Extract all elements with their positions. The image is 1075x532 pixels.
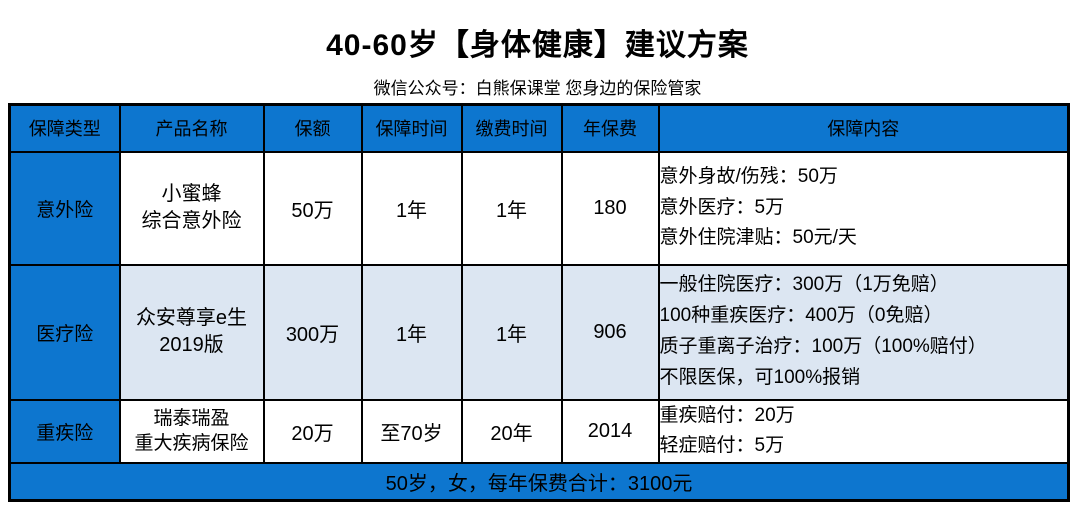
insurance-plan-table: 保障类型 产品名称 保额 保障时间 缴费时间 年保费 保障内容 意外险 小蜜蜂 … bbox=[8, 103, 1070, 502]
benefit-line: 不限医保，可100%报销 bbox=[659, 366, 861, 388]
product-name-line: 综合意外险 bbox=[141, 210, 242, 232]
payment-period-cell: 20年 bbox=[460, 398, 563, 465]
type-cell: 医疗险 bbox=[8, 263, 121, 401]
payment-period-cell: 1年 bbox=[460, 263, 563, 401]
table-row-accident: 意外险 小蜜蜂 综合意外险 50万 1年 1年 180 意外身故/伤残：50万 … bbox=[8, 150, 1070, 266]
product-cell: 小蜜蜂 综合意外险 bbox=[118, 150, 265, 266]
product-name-line: 重大疾病保险 bbox=[134, 433, 249, 455]
column-header-amount: 保额 bbox=[262, 103, 363, 153]
benefit-line: 意外身故/伤残：50万 bbox=[659, 165, 838, 187]
benefit-line: 轻症赔付：5万 bbox=[659, 435, 785, 457]
product-name-line: 瑞泰瑞盈 bbox=[153, 407, 230, 429]
page-subtitle: 微信公众号：白熊保课堂 您身边的保险管家 bbox=[373, 79, 702, 98]
benefits-cell: 意外身故/伤残：50万 意外医疗：5万 意外住院津贴：50元/天 bbox=[657, 150, 1070, 266]
table-header-row: 保障类型 产品名称 保额 保障时间 缴费时间 年保费 保障内容 bbox=[8, 103, 1070, 153]
payment-period-cell: 1年 bbox=[460, 150, 563, 266]
amount-cell: 20万 bbox=[262, 398, 363, 465]
coverage-period-cell: 1年 bbox=[360, 150, 463, 266]
column-header-payment-period: 缴费时间 bbox=[460, 103, 563, 153]
column-header-coverage-period: 保障时间 bbox=[360, 103, 463, 153]
column-header-benefits: 保障内容 bbox=[657, 103, 1070, 153]
table-row-critical-illness: 重疾险 瑞泰瑞盈 重大疾病保险 20万 至70岁 20年 2014 重疾赔付：2… bbox=[8, 398, 1070, 465]
product-cell: 瑞泰瑞盈 重大疾病保险 bbox=[118, 398, 265, 465]
benefit-line: 意外医疗：5万 bbox=[659, 196, 785, 218]
benefit-line: 一般住院医疗：300万（1万免赔） bbox=[659, 274, 949, 296]
premium-cell: 906 bbox=[560, 263, 660, 401]
benefit-line: 重疾赔付：20万 bbox=[659, 404, 795, 426]
page-title: 40-60岁【身体健康】建议方案 bbox=[326, 29, 749, 62]
product-cell: 众安尊享e生 2019版 bbox=[118, 263, 265, 401]
amount-cell: 300万 bbox=[262, 263, 363, 401]
coverage-period-cell: 1年 bbox=[360, 263, 463, 401]
column-header-type: 保障类型 bbox=[8, 103, 121, 153]
type-cell: 重疾险 bbox=[8, 398, 121, 465]
product-name-line: 2019版 bbox=[159, 334, 224, 356]
amount-cell: 50万 bbox=[262, 150, 363, 266]
premium-total-summary: 50岁，女，每年保费合计：3100元 bbox=[8, 462, 1070, 502]
coverage-period-cell: 至70岁 bbox=[360, 398, 463, 465]
premium-cell: 180 bbox=[560, 150, 660, 266]
benefit-line: 100种重疾医疗：400万（0免赔） bbox=[659, 305, 943, 327]
benefits-cell: 重疾赔付：20万 轻症赔付：5万 bbox=[657, 398, 1070, 465]
benefits-cell: 一般住院医疗：300万（1万免赔） 100种重疾医疗：400万（0免赔） 质子重… bbox=[657, 263, 1070, 401]
column-header-premium: 年保费 bbox=[560, 103, 660, 153]
table-row-medical: 医疗险 众安尊享e生 2019版 300万 1年 1年 906 一般住院医疗：3… bbox=[8, 263, 1070, 401]
product-name-line: 众安尊享e生 bbox=[135, 307, 248, 329]
premium-cell: 2014 bbox=[560, 398, 660, 465]
product-name-line: 小蜜蜂 bbox=[161, 183, 222, 205]
type-cell: 意外险 bbox=[8, 150, 121, 266]
benefit-line: 意外住院津贴：50元/天 bbox=[659, 227, 857, 249]
benefit-line: 质子重离子治疗：100万（100%赔付） bbox=[659, 336, 987, 357]
column-header-product: 产品名称 bbox=[118, 103, 265, 153]
table-footer-row: 50岁，女，每年保费合计：3100元 bbox=[8, 462, 1070, 502]
